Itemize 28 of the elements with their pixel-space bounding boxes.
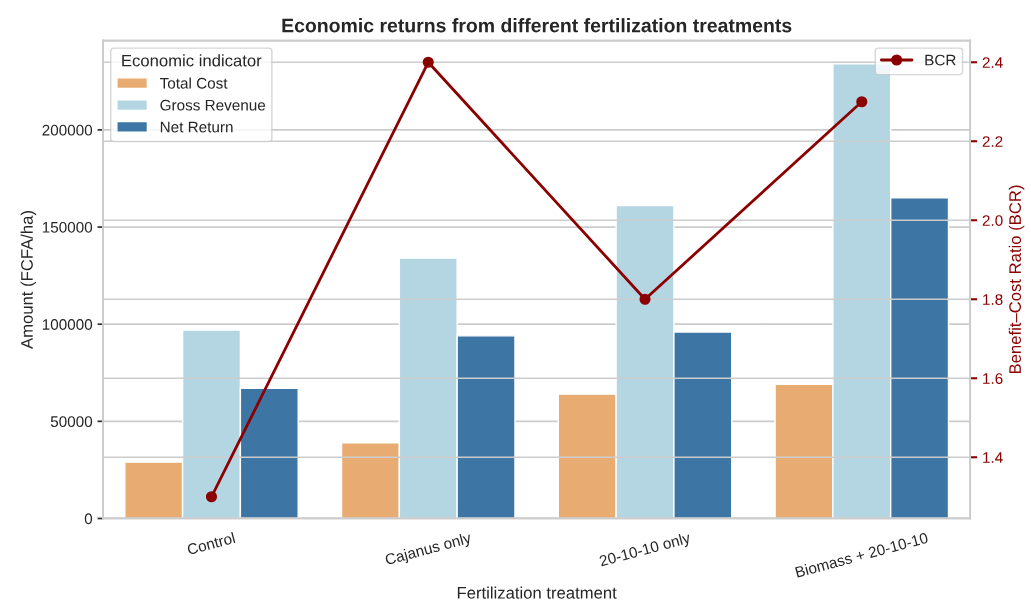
y2-tick-label: 1.4 <box>983 452 1003 463</box>
point <box>422 56 434 68</box>
y2-axis-title: Benefit–Cost Ratio (BCR) <box>1008 185 1025 374</box>
point <box>639 293 651 305</box>
y2-tick-label: 2.4 <box>982 57 1003 68</box>
legend-label: Net Return <box>160 121 233 133</box>
point <box>856 96 868 108</box>
y-axis-title: Amount (FCFA/ha) <box>20 211 37 349</box>
y-tick-label: 0 <box>84 513 93 525</box>
legend-label: BCR <box>925 54 956 66</box>
chart-title: Economic returns from different fertilization treatments <box>282 18 792 33</box>
point <box>205 491 218 503</box>
legend-title: Economic indicator <box>122 54 262 67</box>
y-tick-label: 50000 <box>50 416 93 428</box>
y-tick-label: 200000 <box>42 124 93 136</box>
x-tick-label: Control <box>186 531 236 556</box>
y-tick-label: 100000 <box>42 319 93 330</box>
y2-tick-label: 1.6 <box>983 373 1003 384</box>
legend-label: Total Cost <box>159 77 228 89</box>
y2-tick-label: 2.0 <box>982 215 1003 226</box>
x-tick-label: Biomass + 20-10-10 <box>794 531 929 578</box>
x-axis-title: Fertilization treatment <box>457 586 617 599</box>
legend-label: Gross Revenue <box>160 99 266 111</box>
y-tick-label: 150000 <box>42 221 93 233</box>
x-tick-label: Cajanus only <box>384 531 473 569</box>
y2-tick-label: 1.8 <box>983 294 1003 305</box>
x-tick-label: 20-10-10 only <box>598 531 692 570</box>
y2-tick-label: 2.2 <box>982 136 1003 147</box>
